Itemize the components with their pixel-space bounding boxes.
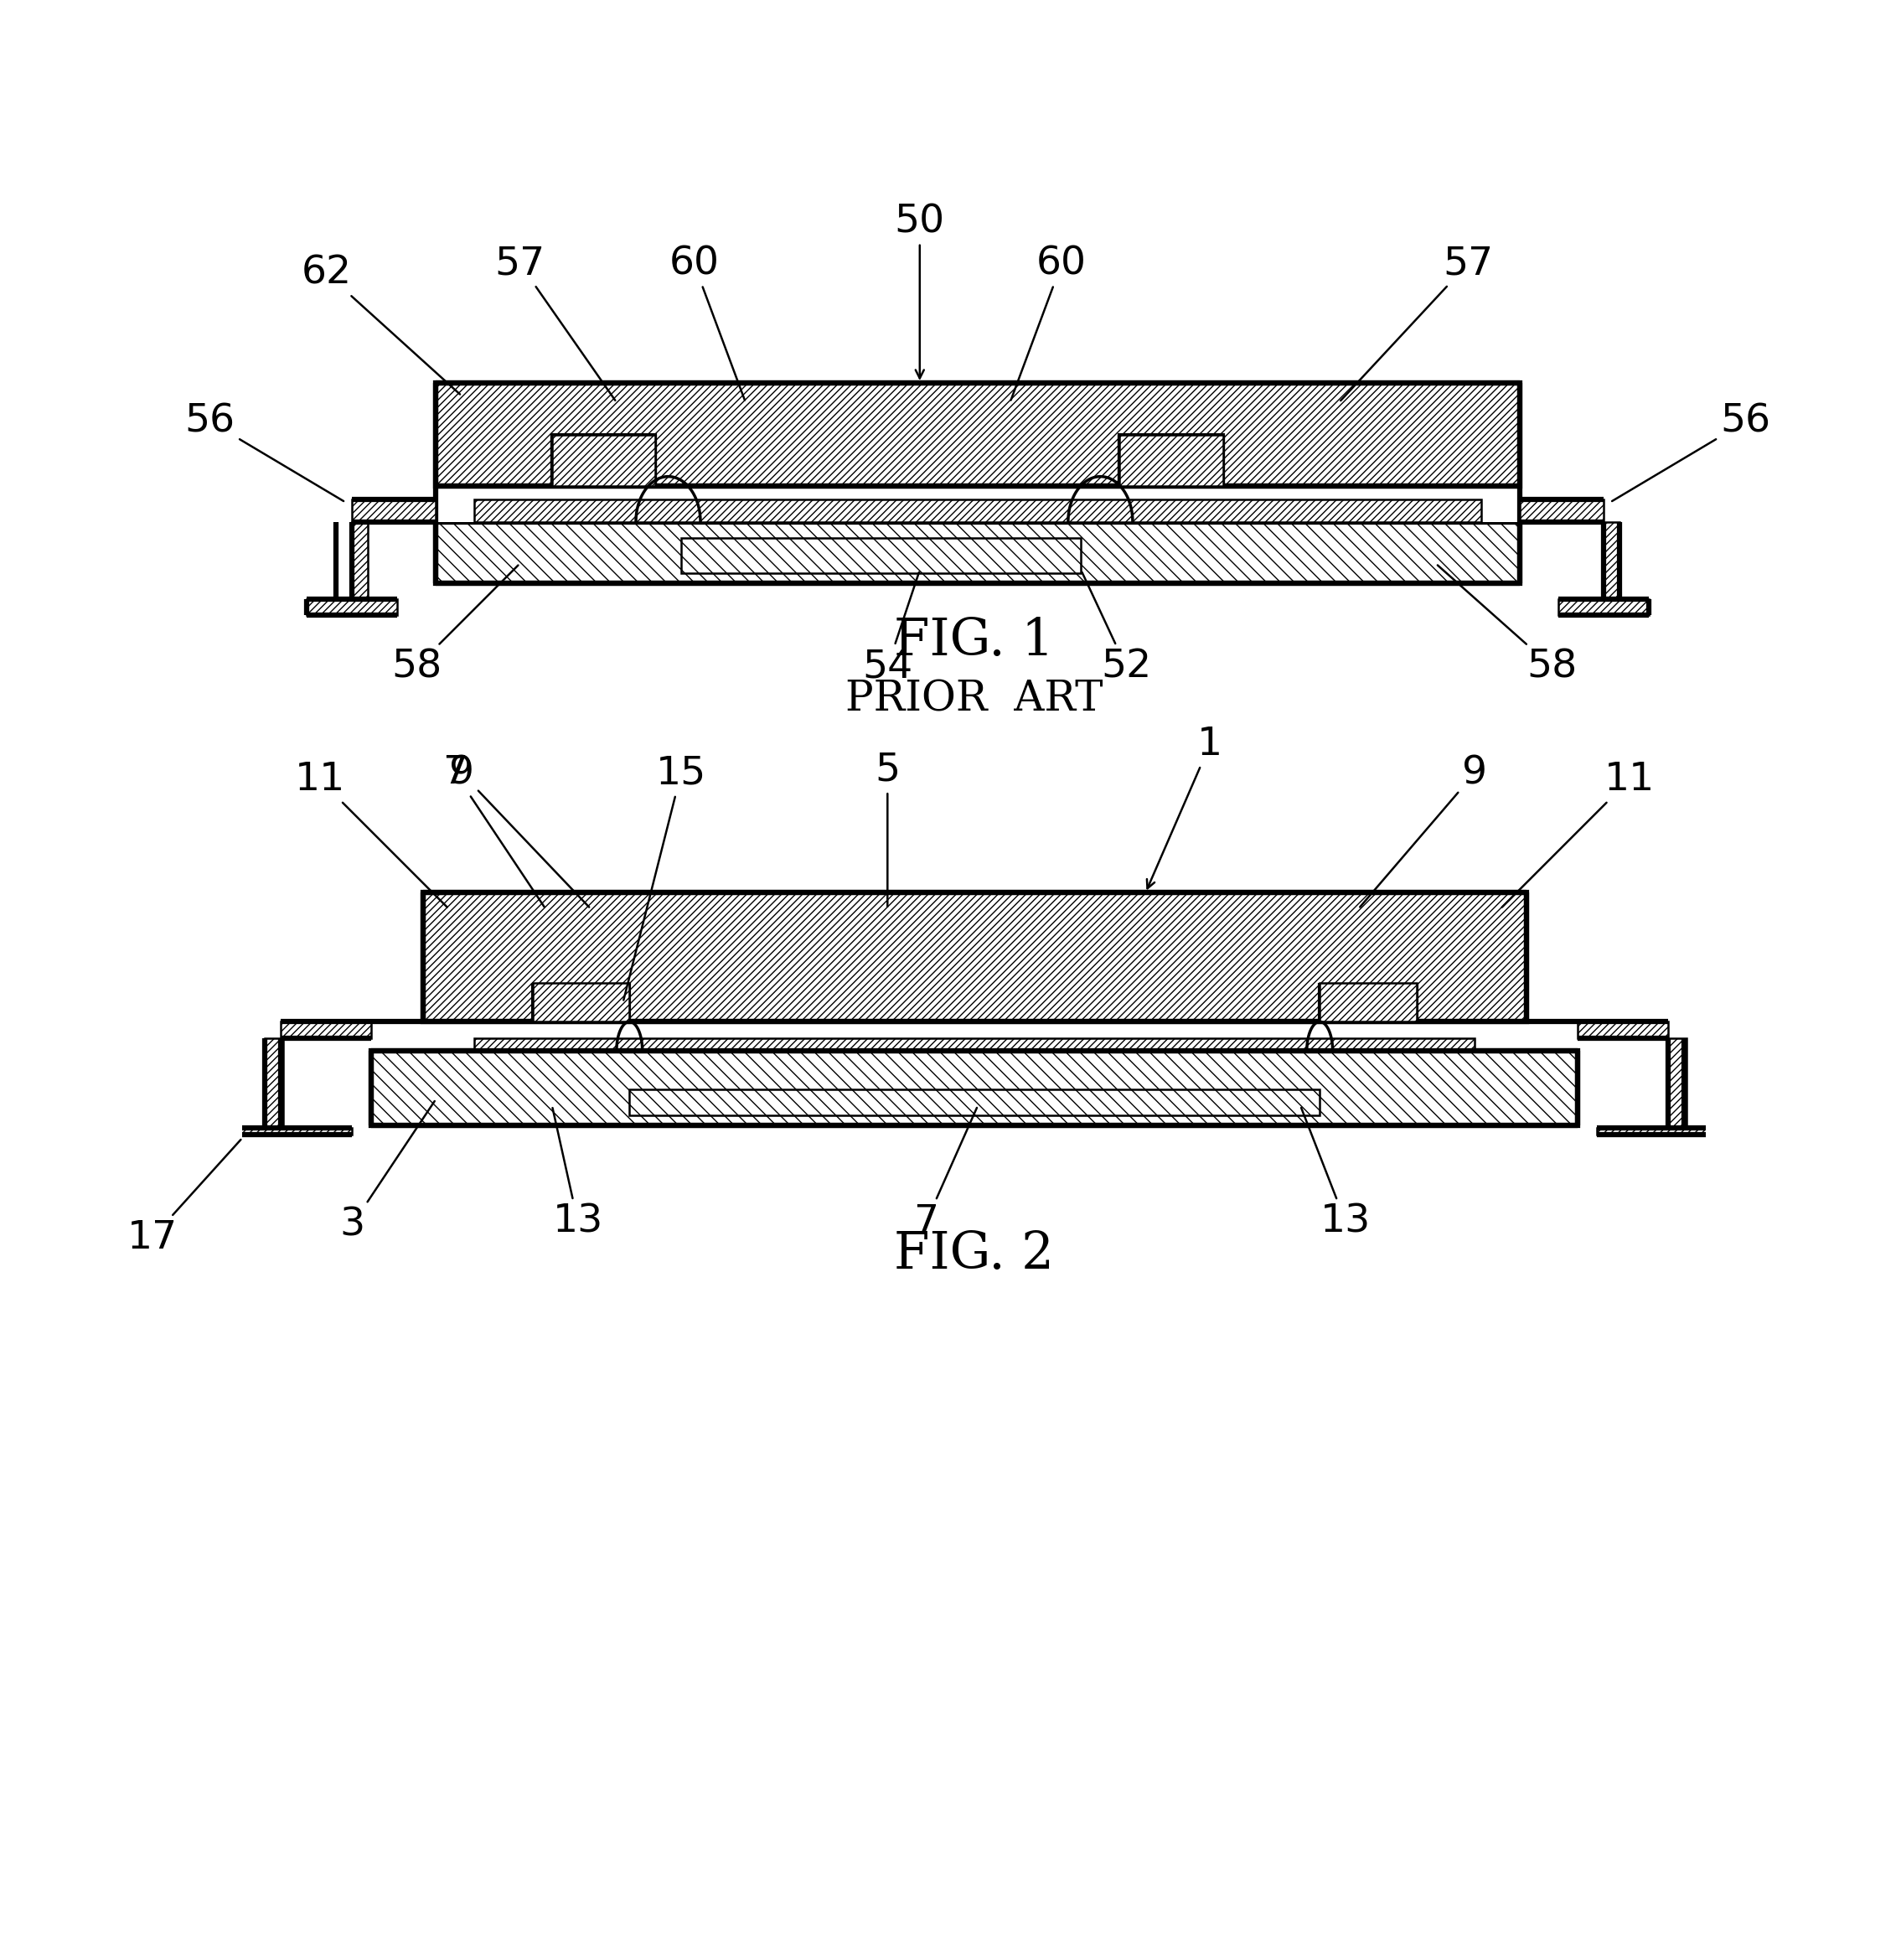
- Bar: [435, 496, 1519, 521]
- Text: 54: 54: [863, 572, 918, 686]
- Text: 1: 1: [1146, 725, 1222, 888]
- Text: 13: 13: [1300, 1107, 1371, 1241]
- Bar: [424, 892, 1527, 1021]
- Bar: [371, 1051, 1578, 1125]
- Text: 11: 11: [1502, 760, 1654, 907]
- Text: 9: 9: [449, 755, 589, 907]
- Bar: [1519, 500, 1604, 521]
- Bar: [264, 1039, 283, 1129]
- Text: 62: 62: [300, 255, 460, 394]
- Text: 7: 7: [914, 1107, 977, 1241]
- Bar: [435, 382, 1519, 486]
- Text: 15: 15: [624, 755, 707, 1000]
- Bar: [1597, 1129, 1726, 1135]
- Bar: [281, 1021, 371, 1039]
- Text: 57: 57: [1340, 245, 1494, 400]
- Bar: [1578, 1021, 1667, 1039]
- Text: 17: 17: [127, 1139, 241, 1256]
- Text: 58: 58: [1437, 564, 1578, 686]
- Bar: [435, 521, 1519, 582]
- Bar: [1559, 600, 1648, 615]
- Text: 56: 56: [1612, 404, 1770, 502]
- Bar: [222, 1129, 352, 1135]
- Bar: [551, 435, 656, 486]
- Bar: [475, 1039, 1475, 1051]
- Text: 50: 50: [895, 202, 945, 378]
- Bar: [1120, 435, 1222, 486]
- Text: 13: 13: [553, 1107, 603, 1241]
- Bar: [1319, 984, 1416, 1021]
- Text: 57: 57: [494, 245, 616, 400]
- Bar: [532, 984, 629, 1021]
- Text: 60: 60: [1011, 245, 1087, 400]
- Bar: [1120, 435, 1222, 486]
- Text: 9: 9: [1359, 755, 1487, 907]
- Text: 11: 11: [295, 760, 447, 907]
- Text: 60: 60: [669, 245, 745, 400]
- Bar: [1667, 1039, 1686, 1129]
- Bar: [681, 537, 1082, 574]
- Bar: [1604, 521, 1620, 600]
- Text: FIG. 2: FIG. 2: [893, 1229, 1053, 1280]
- Bar: [629, 1090, 1319, 1115]
- Text: 7: 7: [443, 755, 544, 907]
- Bar: [352, 521, 369, 600]
- Bar: [352, 500, 435, 521]
- Text: 56: 56: [184, 404, 344, 502]
- Text: PRIOR  ART: PRIOR ART: [846, 678, 1103, 719]
- Text: 3: 3: [340, 1102, 435, 1245]
- Text: 58: 58: [392, 564, 519, 686]
- Bar: [551, 435, 656, 486]
- Bar: [475, 500, 1481, 521]
- Text: FIG. 1: FIG. 1: [893, 615, 1053, 666]
- Bar: [306, 600, 397, 615]
- Text: 52: 52: [1082, 572, 1152, 686]
- Text: 5: 5: [874, 751, 899, 906]
